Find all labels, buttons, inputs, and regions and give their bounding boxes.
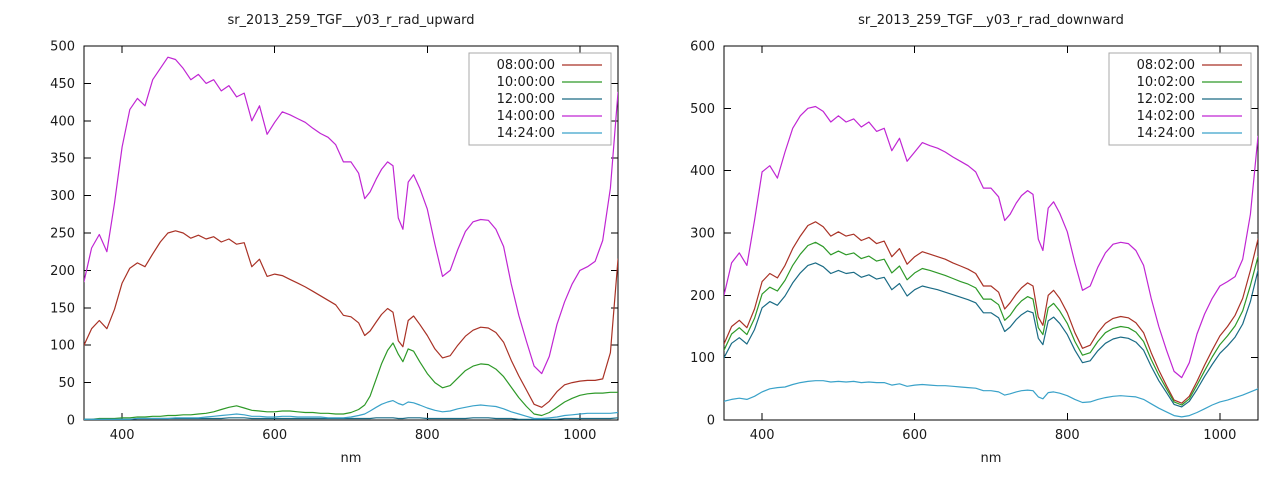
y-tick-label: 300 (690, 227, 715, 242)
y-tick-label: 350 (50, 152, 75, 167)
chart-title-upward: sr_2013_259_TGF__y03_r_rad_upward (227, 13, 475, 28)
y-tick-label: 200 (690, 289, 715, 304)
y-tick-label: 250 (50, 227, 75, 242)
series-line-120200 (724, 262, 1258, 408)
chart-upward-radiance: sr_2013_259_TGF__y03_r_rad_upward 0 50 100… (50, 13, 619, 466)
y-tick-label: 200 (50, 264, 75, 279)
y-tick-label: 500 (50, 40, 75, 55)
x-tick-label: 800 (415, 428, 440, 443)
legend-label: 14:00:00 (497, 109, 555, 124)
legend-label: 14:24:00 (1137, 126, 1195, 141)
y-tick-label: 100 (50, 339, 75, 354)
series-line-142400 (724, 380, 1258, 418)
upward-radiance-plot: 0 50 100 150 200 250 300 350 400 450 500 400 600 800 1… (50, 40, 619, 443)
y-tick-label: 0 (67, 414, 75, 429)
y-tick-label: 400 (50, 114, 75, 129)
legend-label: 10:00:00 (497, 75, 555, 90)
chart-title-downward: sr_2013_259_TGF__y03_r_rad_downward (858, 13, 1124, 28)
x-tick-label: 400 (110, 428, 135, 443)
legend-label: 12:02:00 (1137, 92, 1195, 107)
y-tick-label: 0 (707, 414, 715, 429)
series-line-100000 (84, 342, 618, 420)
y-tick-label: 300 (50, 189, 75, 204)
x-axis-label-downward: nm (980, 451, 1002, 466)
x-tick-label: 600 (262, 428, 287, 443)
legend-label: 12:00:00 (497, 92, 555, 107)
series-line-142400 (84, 400, 618, 420)
x-tick-label: 600 (902, 428, 927, 443)
legend-label: 14:24:00 (497, 126, 555, 141)
x-tick-label: 400 (750, 428, 775, 443)
legend: 08:00:00 10:00:00 12:00:00 14:00:00 14:24:00 (468, 52, 612, 146)
y-tick-label: 450 (50, 77, 75, 92)
legend-label: 14:02:00 (1137, 109, 1195, 124)
y-tick-label: 500 (690, 102, 715, 117)
x-tick-label: 1000 (563, 428, 596, 443)
series-line-100200 (724, 241, 1258, 406)
x-tick-label: 1000 (1203, 428, 1236, 443)
legend-label: 08:02:00 (1137, 58, 1195, 73)
chart-downward-radiance: sr_2013_259_TGF__y03_r_rad_downward 0 100… (640, 0, 1280, 480)
series-line-080200 (724, 221, 1258, 404)
y-tick-label: 50 (58, 376, 75, 391)
y-tick-label: 150 (50, 301, 75, 316)
y-tick-label: 100 (690, 351, 715, 366)
series-line-080000 (84, 230, 618, 408)
downward-radiance-plot: 0 100 200 300 400 500 600 400 600 800 1000 08:02:00… (690, 40, 1259, 443)
series-line-140000 (84, 56, 618, 375)
y-tick-label: 600 (690, 40, 715, 55)
series-line-140200 (724, 105, 1258, 379)
y-tick-label: 400 (690, 164, 715, 179)
series-line-120000 (84, 417, 618, 420)
legend-label: 10:02:00 (1137, 75, 1195, 90)
x-axis-label-upward: nm (340, 451, 362, 466)
x-tick-label: 800 (1055, 428, 1080, 443)
legend: 08:02:00 10:02:00 12:02:00 14:02:00 14:24:00 (1108, 52, 1252, 146)
legend-label: 08:00:00 (497, 58, 555, 73)
